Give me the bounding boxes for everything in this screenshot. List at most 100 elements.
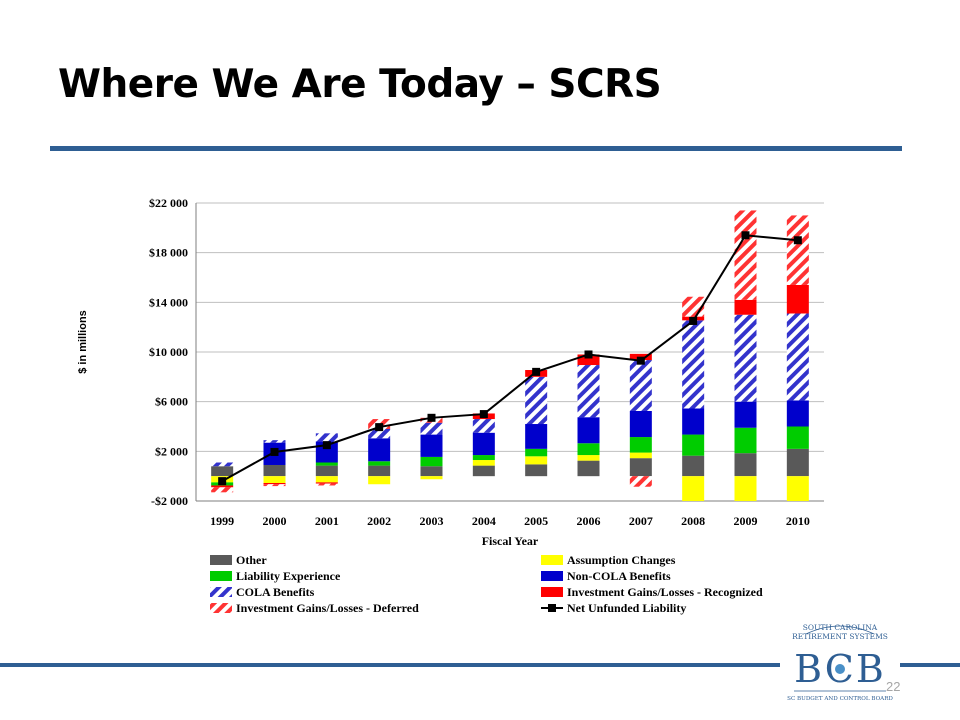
bar-segment-other bbox=[629, 458, 652, 477]
bar-segment-assumption-changes bbox=[577, 455, 600, 461]
line-point bbox=[532, 367, 541, 376]
bar-segment-liability-experience bbox=[525, 448, 548, 457]
bar-segment-non-cola-benefits bbox=[734, 401, 757, 428]
bar-segment-cola-benefits bbox=[420, 422, 443, 435]
line-point bbox=[375, 423, 384, 432]
bar-segment-investment-gains-losses-deferred bbox=[734, 210, 757, 300]
bar-segment-cola-benefits bbox=[315, 433, 338, 442]
page-title: Where We Are Today – SCRS bbox=[58, 62, 662, 107]
legend-label: COLA Benefits bbox=[236, 585, 315, 599]
bar-segment-other bbox=[263, 464, 286, 477]
page-number: 22 bbox=[886, 679, 901, 694]
axis-labels: -$2 000 $2 000 $6 000 $10 000 $14 000 $18 000… bbox=[77, 196, 810, 548]
bar-segment-assumption-changes bbox=[525, 456, 548, 465]
bar-segment-assumption-changes bbox=[315, 476, 338, 483]
bar-segment-liability-experience bbox=[315, 462, 338, 466]
logo-line-1: SOUTH CAROLINA bbox=[803, 623, 878, 632]
x-tick-label: 2008 bbox=[681, 514, 705, 528]
x-tick-label: 2006 bbox=[577, 514, 601, 528]
bar-segment-other bbox=[786, 448, 809, 477]
legend-label: Liability Experience bbox=[236, 569, 341, 583]
legend-label: Investment Gains/Losses - Recognized bbox=[567, 585, 763, 599]
x-tick-label: 2009 bbox=[734, 514, 758, 528]
bar-segment-assumption-changes bbox=[629, 452, 652, 459]
bar-segment-assumption-changes bbox=[472, 460, 495, 466]
x-tick-label: 1999 bbox=[210, 514, 234, 528]
line-point bbox=[479, 410, 488, 419]
x-tick-label: 2002 bbox=[367, 514, 391, 528]
bar-segment-investment-gains-losses-recognized bbox=[211, 485, 234, 488]
line-point bbox=[689, 316, 698, 325]
bar-segment-non-cola-benefits bbox=[629, 410, 652, 438]
bar-segment-assumption-changes bbox=[420, 476, 443, 480]
bar-segment-assumption-changes bbox=[263, 476, 286, 483]
bar-segment-non-cola-benefits bbox=[682, 408, 705, 435]
bar-segment-liability-experience bbox=[472, 455, 495, 461]
bar-segment-investment-gains-losses-deferred bbox=[315, 483, 338, 486]
legend-swatch-liability-experience bbox=[210, 571, 232, 581]
legend-swatch-investment-gains-losses-recognized bbox=[541, 587, 563, 597]
y-tick-label: $2 000 bbox=[155, 444, 188, 458]
legend-label: Other bbox=[236, 553, 267, 567]
palmetto-emblem-icon bbox=[835, 664, 845, 674]
y-tick-label: $14 000 bbox=[149, 295, 188, 309]
bar-segment-liability-experience bbox=[682, 434, 705, 456]
legend-marker bbox=[548, 604, 556, 612]
y-tick-label: $22 000 bbox=[149, 196, 188, 210]
bar-segment-liability-experience bbox=[420, 456, 443, 467]
x-tick-label: 2000 bbox=[263, 514, 287, 528]
bar-segment-non-cola-benefits bbox=[368, 438, 391, 462]
bars bbox=[211, 210, 809, 501]
bar-segment-investment-gains-losses-recognized bbox=[577, 354, 600, 366]
x-axis-title: Fiscal Year bbox=[482, 534, 539, 548]
bar-segment-liability-experience bbox=[368, 461, 391, 466]
bar-segment-non-cola-benefits bbox=[786, 400, 809, 427]
bar-segment-investment-gains-losses-recognized bbox=[263, 482, 286, 485]
line-point bbox=[793, 236, 802, 245]
line-point bbox=[584, 350, 593, 359]
bar-segment-investment-gains-losses-deferred bbox=[263, 484, 286, 487]
y-tick-label: $10 000 bbox=[149, 345, 188, 359]
bar-segment-cola-benefits bbox=[734, 314, 757, 402]
bar-segment-cola-benefits bbox=[629, 360, 652, 411]
bar-segment-other bbox=[420, 466, 443, 477]
bar-segment-other bbox=[577, 460, 600, 477]
legend: Other Assumption Changes Liability Experie… bbox=[210, 553, 763, 615]
bar-segment-liability-experience bbox=[734, 427, 757, 454]
bar-segment-investment-gains-losses-deferred bbox=[629, 476, 652, 487]
bar-segment-assumption-changes bbox=[786, 476, 809, 501]
bar-segment-assumption-changes bbox=[682, 476, 705, 501]
bar-segment-non-cola-benefits bbox=[577, 417, 600, 444]
y-tick-label: -$2 000 bbox=[151, 494, 188, 508]
bar-segment-cola-benefits bbox=[682, 320, 705, 409]
title-divider bbox=[50, 146, 902, 151]
bar-segment-non-cola-benefits bbox=[420, 434, 443, 457]
x-tick-label: 2004 bbox=[472, 514, 496, 528]
line-point bbox=[741, 231, 750, 240]
bar-segment-liability-experience bbox=[786, 426, 809, 449]
bar-segment-cola-benefits bbox=[525, 376, 548, 425]
bar-segment-investment-gains-losses-deferred bbox=[786, 215, 809, 285]
bar-segment-cola-benefits bbox=[577, 365, 600, 418]
bar-segment-non-cola-benefits bbox=[472, 432, 495, 456]
bar-segment-other bbox=[211, 466, 234, 477]
line-point bbox=[322, 441, 331, 450]
bar-segment-assumption-changes bbox=[368, 476, 391, 485]
logo-footer-text: SC BUDGET AND CONTROL BOARD bbox=[787, 696, 893, 702]
logo-line-2: RETIREMENT SYSTEMS bbox=[792, 632, 888, 641]
axes bbox=[195, 203, 824, 502]
legend-label: Net Unfunded Liability bbox=[567, 601, 686, 615]
legend-swatch-non-cola-benefits bbox=[541, 571, 563, 581]
x-tick-label: 2001 bbox=[315, 514, 339, 528]
bar-segment-cola-benefits bbox=[368, 428, 391, 439]
bar-segment-investment-gains-losses-recognized bbox=[315, 482, 338, 484]
legend-label: Investment Gains/Losses - Deferred bbox=[236, 601, 419, 615]
bar-segment-cola-benefits bbox=[472, 419, 495, 433]
line-point bbox=[427, 413, 436, 422]
y-axis-title: $ in millions bbox=[77, 310, 89, 374]
legend-label: Non-COLA Benefits bbox=[567, 569, 671, 583]
legend-swatch-assumption-changes bbox=[541, 555, 563, 565]
bar-segment-investment-gains-losses-deferred bbox=[211, 487, 234, 493]
bar-segment-cola-benefits bbox=[786, 313, 809, 401]
bar-segment-other bbox=[472, 465, 495, 477]
